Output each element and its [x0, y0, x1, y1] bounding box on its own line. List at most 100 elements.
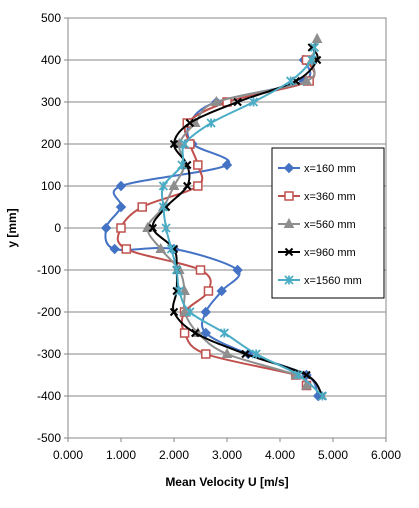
x-tick-label: 4.000 [265, 448, 295, 462]
data-point [301, 379, 312, 390]
data-point [173, 137, 185, 148]
data-point [142, 221, 153, 232]
data-point [179, 139, 190, 149]
data-point [100, 222, 112, 234]
data-point [232, 264, 243, 276]
data-point [317, 391, 328, 401]
y-tick-label: -400 [37, 389, 61, 403]
data-point [219, 328, 229, 338]
data-point [203, 286, 214, 296]
data-point [206, 118, 216, 128]
data-point [251, 349, 261, 359]
data-point [241, 349, 250, 359]
y-tick-label: 0 [54, 221, 61, 235]
x-axis-ticks: 0.000 1.000 2.000 3.000 4.000 5.000 6.000 [53, 438, 401, 462]
y-tick-label: 300 [41, 95, 61, 109]
legend-item: x=560 mm [278, 217, 356, 231]
data-point [137, 202, 147, 212]
data-point [169, 307, 179, 317]
y-tick-label: -200 [37, 305, 61, 319]
series-4 [158, 42, 328, 401]
y-tick-label: 500 [41, 11, 61, 25]
data-point [293, 370, 304, 380]
legend-label: x=960 mm [304, 247, 356, 259]
data-point [311, 32, 323, 43]
legend-marker [283, 217, 295, 228]
data-point [169, 139, 179, 149]
data-point [183, 181, 192, 191]
data-point [233, 97, 242, 107]
data-point [185, 139, 195, 149]
y-axis-ticks: -500 -400 -300 -200 -100 0 100 200 300 400 500 [37, 11, 68, 445]
x-tick-label: 0.000 [53, 448, 83, 462]
data-point [179, 284, 190, 295]
legend-item: x=1560 mm [278, 275, 362, 287]
data-point [158, 181, 169, 191]
data-point [216, 285, 227, 297]
data-point [161, 223, 171, 233]
x-tick-label: 2.000 [159, 448, 189, 462]
series-group [100, 32, 328, 402]
data-point [116, 223, 126, 233]
data-point [174, 286, 184, 296]
series-line [151, 46, 324, 397]
y-tick-label: 100 [41, 179, 61, 193]
data-point [115, 180, 127, 192]
data-point [185, 118, 195, 128]
legend-item: x=960 mm [278, 247, 356, 259]
data-point [211, 95, 222, 106]
data-point [109, 243, 120, 255]
x-tick-label: 1.000 [106, 448, 136, 462]
y-tick-label: 400 [41, 53, 61, 67]
data-point [307, 55, 317, 65]
x-tick-label: 6.000 [371, 448, 401, 462]
data-point [172, 265, 182, 275]
data-point [301, 74, 312, 85]
y-tick-label: -100 [37, 263, 61, 277]
legend-marker [283, 162, 295, 174]
data-point [190, 328, 200, 338]
legend-marker [284, 275, 294, 285]
data-point [302, 370, 311, 380]
data-point [193, 160, 203, 170]
legend-label: x=560 mm [304, 219, 356, 231]
data-point [221, 159, 233, 171]
data-point [185, 307, 195, 317]
data-point [193, 181, 203, 191]
y-tick-label: -300 [37, 347, 61, 361]
legend-items: x=160 mm x=360 mm x=560 mm x=960 mm x=1560 m… [278, 162, 362, 287]
data-point [195, 265, 206, 275]
legend-item: x=160 mm [278, 162, 356, 175]
data-point [221, 347, 233, 358]
data-point [248, 97, 259, 107]
data-point [200, 306, 212, 318]
data-point [148, 223, 158, 233]
data-point [166, 244, 176, 254]
legend-label: x=160 mm [304, 163, 356, 175]
legend-item: x=360 mm [278, 191, 356, 203]
data-point [285, 76, 296, 86]
x-tick-label: 5.000 [318, 448, 348, 462]
x-axis-title: Mean Velocity U [m/s] [165, 475, 288, 489]
y-tick-label: 200 [41, 137, 61, 151]
data-point [179, 305, 190, 316]
legend: x=160 mm x=360 mm x=560 mm x=960 mm x=1560 m… [271, 147, 385, 299]
data-point [201, 349, 211, 359]
legend-marker [284, 247, 294, 257]
y-tick-label: -500 [37, 431, 61, 445]
data-point [155, 242, 167, 253]
data-point [158, 202, 169, 212]
data-point [168, 179, 180, 190]
legend-marker [284, 191, 294, 201]
legend-label: x=360 mm [304, 191, 356, 203]
legend-label: x=1560 mm [304, 275, 362, 287]
data-point [309, 42, 320, 53]
data-point [177, 160, 187, 170]
x-tick-label: 3.000 [212, 448, 242, 462]
y-axis-title: y [mm] [5, 208, 19, 247]
data-point [179, 328, 190, 338]
data-point [115, 201, 127, 213]
data-point [121, 244, 132, 254]
